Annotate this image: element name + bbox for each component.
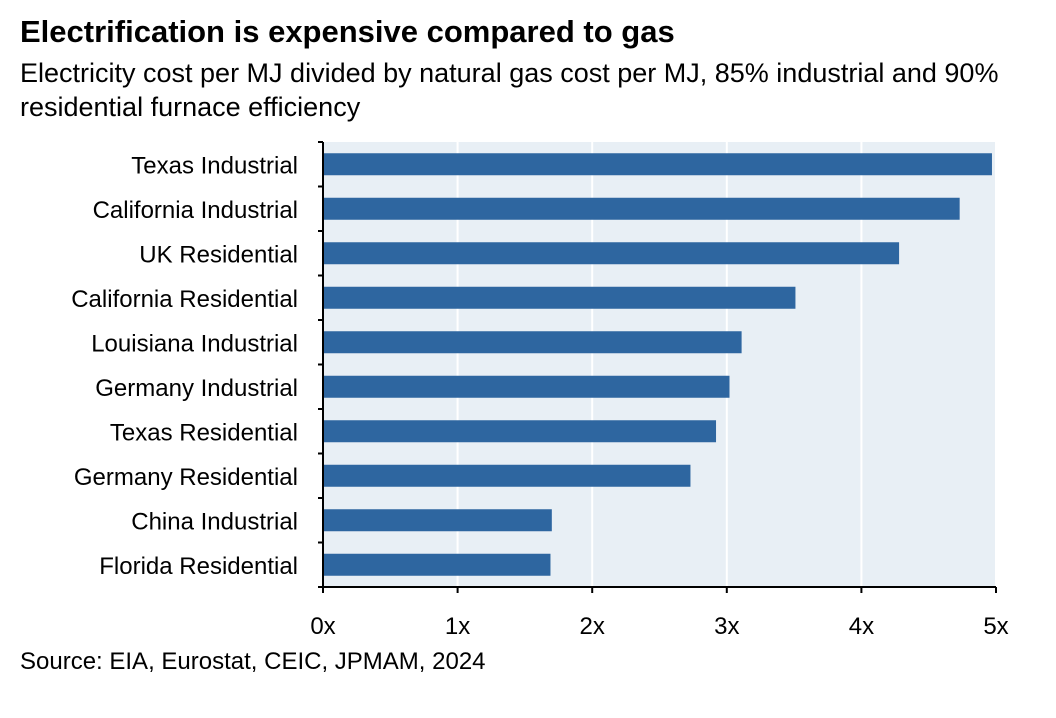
x-tick-label-4: 4x <box>849 613 874 640</box>
axes <box>318 141 997 593</box>
bar-chart: Texas Industrial California Industrial UK … <box>71 141 1009 640</box>
category-label-louisiana-industrial: Louisiana Industrial <box>91 330 298 357</box>
bar-florida-residential <box>323 553 551 576</box>
x-tick-label-1: 1x <box>445 613 470 640</box>
x-tick-label-2: 2x <box>580 613 605 640</box>
category-label-germany-residential: Germany Residential <box>74 464 298 491</box>
bar-texas-residential <box>323 420 717 443</box>
chart-subtitle: Electricity cost per MJ divided by natur… <box>20 58 999 122</box>
category-label-china-industrial: China Industrial <box>131 508 298 535</box>
category-label-germany-industrial: Germany Industrial <box>95 375 298 402</box>
x-tick-labels: 0x 1x 2x 3x 4x 5x <box>310 613 1008 640</box>
category-labels: Texas Industrial California Industrial UK … <box>71 152 298 580</box>
category-label-texas-industrial: Texas Industrial <box>131 152 298 179</box>
bar-texas-industrial <box>323 153 992 176</box>
bar-germany-industrial <box>323 375 730 398</box>
x-tick-label-3: 3x <box>714 613 739 640</box>
category-label-california-industrial: California Industrial <box>93 197 298 224</box>
bar-louisiana-industrial <box>323 331 742 354</box>
category-label-texas-residential: Texas Residential <box>110 419 298 446</box>
bar-germany-residential <box>323 464 691 487</box>
category-label-uk-residential: UK Residential <box>139 241 298 268</box>
chart-title: Electrification is expensive compared to… <box>20 14 675 49</box>
bar-california-residential <box>323 286 796 309</box>
category-label-california-residential: California Residential <box>71 286 298 313</box>
source-note: Source: EIA, Eurostat, CEIC, JPMAM, 2024 <box>20 648 486 675</box>
bar-china-industrial <box>323 509 552 532</box>
bar-california-industrial <box>323 197 960 220</box>
bars <box>323 153 992 576</box>
x-tick-label-5: 5x <box>983 613 1008 640</box>
bar-uk-residential <box>323 242 900 265</box>
category-label-florida-residential: Florida Residential <box>99 553 298 580</box>
x-tick-label-0: 0x <box>310 613 335 640</box>
